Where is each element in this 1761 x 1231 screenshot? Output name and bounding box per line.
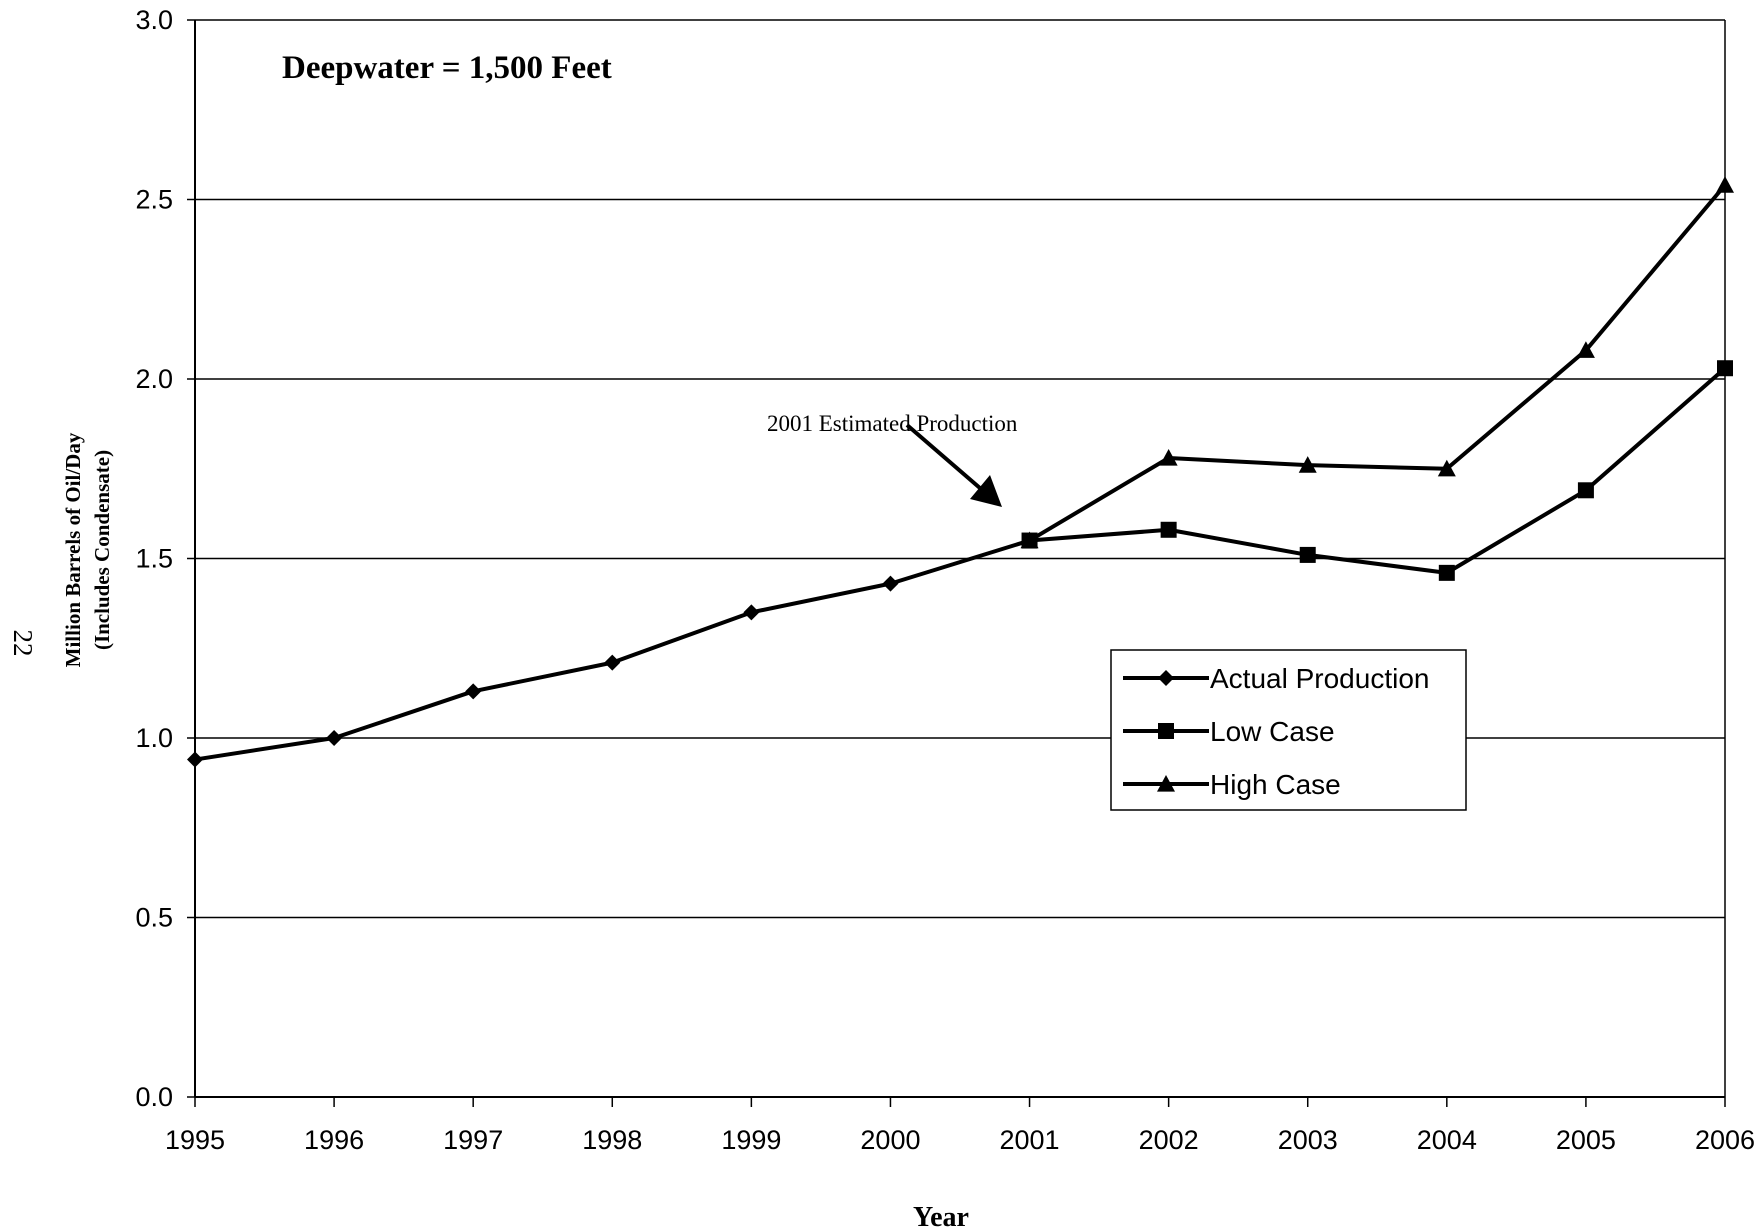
x-axis-ticks: 1995 1996 1997 1998 1999 2000 2001 2002 2003 2004… xyxy=(165,1097,1755,1155)
legend-label: Actual Production xyxy=(1210,663,1429,694)
annotation: 2001 Estimated Production xyxy=(767,411,1018,507)
data-point xyxy=(1577,482,1594,499)
x-tick-label: 2002 xyxy=(1139,1125,1199,1155)
x-tick-label: 2004 xyxy=(1417,1125,1477,1155)
x-tick-label: 2003 xyxy=(1278,1125,1338,1155)
x-tick-label: 2005 xyxy=(1556,1125,1616,1155)
y-tick-label: 0.0 xyxy=(135,1082,173,1112)
data-point xyxy=(326,730,343,746)
page-number: 22 xyxy=(8,630,38,657)
series-layer xyxy=(187,176,1734,768)
series-line xyxy=(1028,183,1727,543)
annotation-arrow-head xyxy=(970,475,1002,507)
x-tick-label: 2001 xyxy=(1000,1125,1060,1155)
data-point xyxy=(1717,360,1733,377)
x-tick-label: 1996 xyxy=(304,1125,364,1155)
data-point xyxy=(743,604,760,621)
y-tick-label: 3.0 xyxy=(135,5,173,35)
x-axis-label: Year xyxy=(913,1202,969,1231)
gridlines xyxy=(195,19,1725,919)
data-point xyxy=(1021,532,1038,549)
data-point xyxy=(604,654,621,671)
x-tick-label: 1998 xyxy=(582,1125,642,1155)
y-axis-label: Million Barrels of Oil/Day xyxy=(61,432,85,667)
data-point xyxy=(1438,564,1455,581)
annotation-arrow-line xyxy=(905,423,990,497)
data-point xyxy=(1437,459,1456,477)
y-tick-label: 0.5 xyxy=(135,903,173,933)
legend-item: High Case xyxy=(1123,769,1341,800)
series-line xyxy=(194,538,1031,762)
legend-marker xyxy=(1157,775,1175,792)
legend-item: Actual Production xyxy=(1123,663,1429,694)
x-tick-label: 1999 xyxy=(721,1125,781,1155)
x-tick-label: 2006 xyxy=(1695,1125,1755,1155)
x-tick-label: 1995 xyxy=(165,1125,225,1155)
data-point xyxy=(882,575,899,592)
data-point xyxy=(1576,341,1595,358)
data-point xyxy=(1298,456,1317,473)
series-actual-production xyxy=(187,532,1038,768)
data-point xyxy=(1160,521,1177,538)
data-point xyxy=(465,683,482,700)
data-point xyxy=(1159,448,1178,466)
series-line xyxy=(1029,366,1727,575)
y-tick-label: 1.5 xyxy=(135,544,173,574)
series-low-case xyxy=(1021,360,1733,581)
data-point xyxy=(187,751,203,768)
x-tick-label: 2000 xyxy=(860,1125,920,1155)
y-tick-label: 2.5 xyxy=(135,185,173,215)
annotation-text: 2001 Estimated Production xyxy=(767,411,1018,436)
y-axis-ticks: 0.0 0.5 1.0 1.5 2.0 2.5 3.0 xyxy=(135,5,195,1112)
chart-title: Deepwater = 1,500 Feet xyxy=(282,50,612,86)
legend-label: High Case xyxy=(1210,769,1341,800)
x-tick-label: 1997 xyxy=(443,1125,503,1155)
y-tick-label: 2.0 xyxy=(135,364,173,394)
legend-label: Low Case xyxy=(1210,716,1335,747)
data-point xyxy=(1716,176,1734,193)
legend-marker xyxy=(1158,723,1174,739)
legend-item: Low Case xyxy=(1123,716,1335,747)
legend-marker xyxy=(1158,670,1174,686)
series-high-case xyxy=(1020,176,1734,549)
y-tick-label: 1.0 xyxy=(135,723,173,753)
data-point xyxy=(1299,546,1316,563)
y-axis-label-subtitle: (Includes Condensate) xyxy=(90,450,114,650)
legend: Actual Production Low Case High Case xyxy=(1110,649,1467,811)
